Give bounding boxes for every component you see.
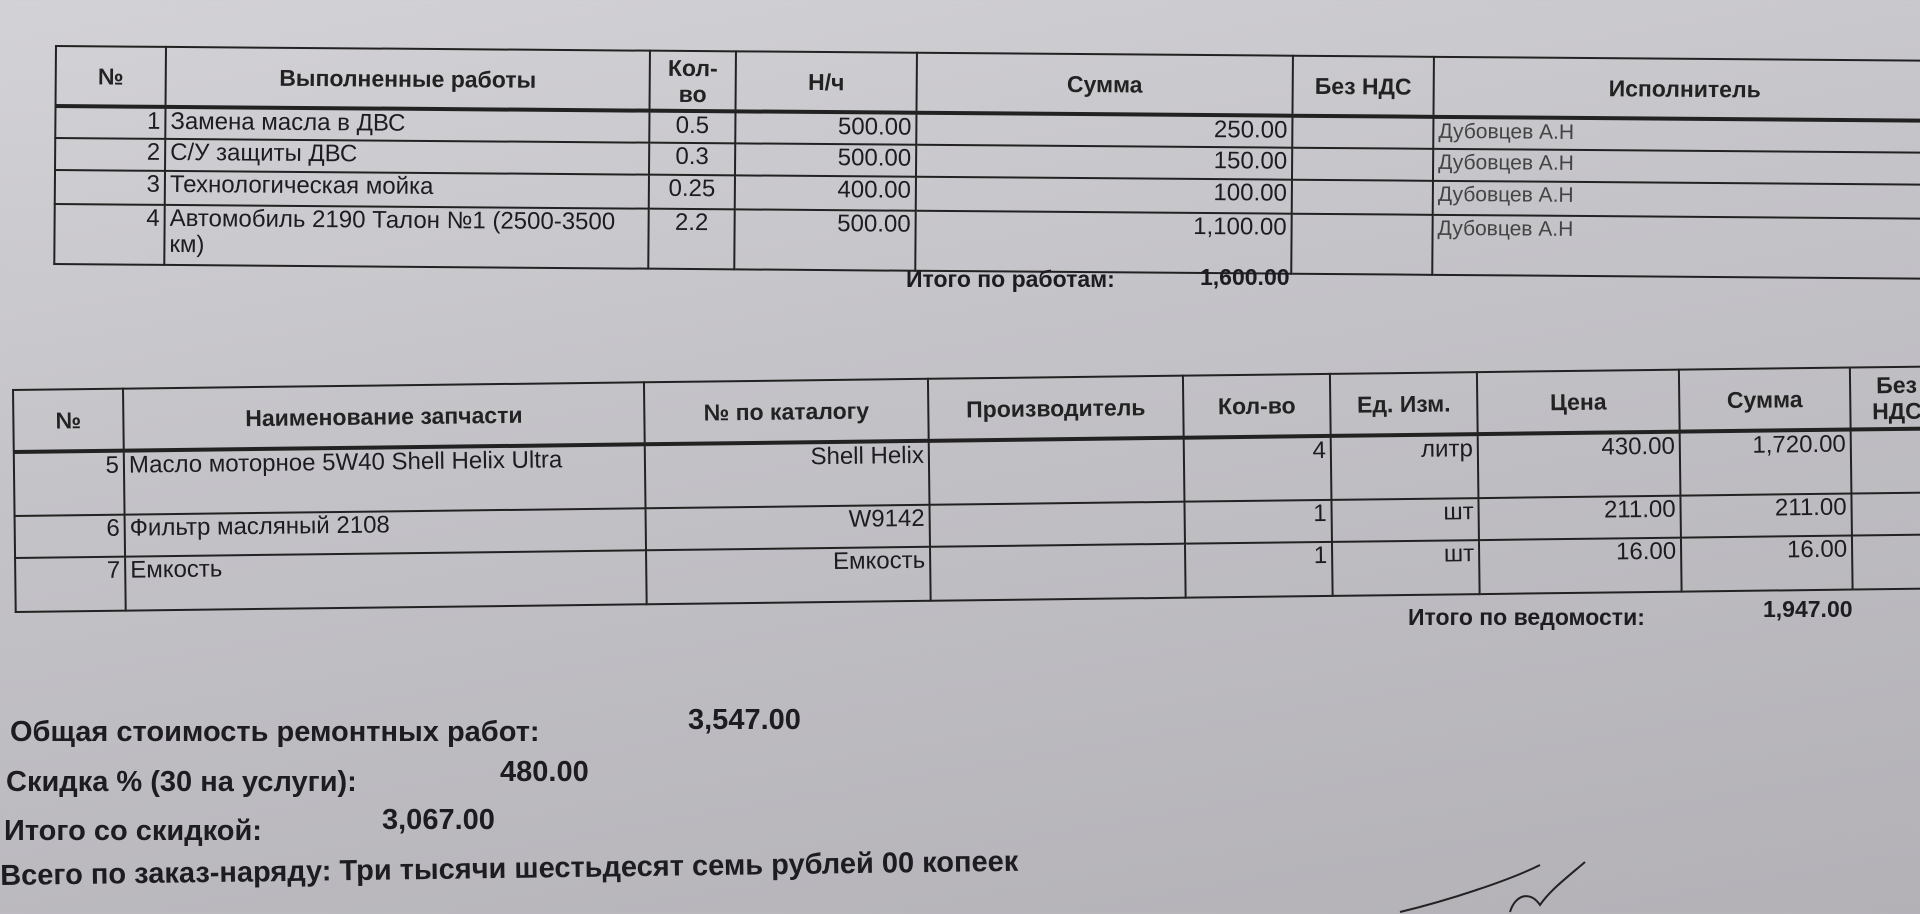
cell-n: 3 — [54, 170, 166, 205]
works-total-label: Итого по работам: — [906, 266, 1115, 292]
cell-maker — [929, 501, 1185, 547]
cell-exec: Дубовцев А.Н — [1433, 116, 1920, 153]
parts-table: № Наименование запчасти № по каталогу Произ… — [12, 365, 1920, 613]
works-table: № Выполненные работы Кол-во Н/ч Сумма Без НДС… — [53, 45, 1920, 280]
cell-sum: 211.00 — [1680, 493, 1852, 538]
cell-sum: 100.00 — [915, 176, 1292, 214]
cell-n: 5 — [13, 450, 125, 516]
cell-rate: 500.00 — [735, 111, 917, 145]
column-header: № — [55, 46, 166, 107]
column-header: Наименование запчасти — [123, 382, 645, 451]
total-cost-value: 3,547.00 — [688, 704, 801, 736]
cell-catalog: Емкость — [646, 546, 931, 605]
cell-price: 211.00 — [1478, 495, 1681, 541]
signature-icon — [1399, 861, 1586, 913]
cell-maker — [928, 437, 1185, 505]
cell-sum: 16.00 — [1680, 535, 1853, 592]
after-discount-value: 3,067.00 — [382, 804, 495, 836]
cell-n: 6 — [14, 514, 126, 558]
cell-price: 430.00 — [1477, 431, 1681, 499]
cell-catalog: W9142 — [645, 504, 930, 551]
cell-name: С/У защиты ДВС — [165, 138, 650, 175]
cell-sum: 150.00 — [915, 144, 1293, 180]
cell-novat — [1292, 115, 1434, 149]
discount-label: Скидка % (30 на услуги): — [6, 766, 357, 798]
cell-rate: 400.00 — [734, 175, 916, 211]
column-header: Без НДС — [1849, 366, 1920, 430]
parts-total-label: Итого по ведомости: — [1408, 604, 1645, 630]
column-header: Кол-во — [1182, 373, 1331, 438]
cell-qty: 4 — [1183, 435, 1332, 502]
cell-novat — [1291, 179, 1433, 215]
after-discount-label: Итого со скидкой: — [4, 815, 262, 847]
cell-name: Масло моторное 5W40 Shell Helix Ultra — [123, 444, 646, 515]
cell-exec: Дубовцев А.Н — [1432, 180, 1920, 219]
column-header: Сумма — [1678, 367, 1851, 432]
cell-empty — [1850, 428, 1920, 494]
cell-qty: 0.5 — [649, 110, 736, 144]
cell-maker — [929, 543, 1186, 601]
cell-n: 1 — [55, 106, 166, 139]
cell-rate: 500.00 — [734, 143, 917, 177]
cell-novat — [1291, 147, 1434, 181]
cell-unit: шт — [1331, 540, 1480, 596]
cell-name: Фильтр масляный 2108 — [124, 508, 647, 557]
cell-qty: 0.3 — [648, 142, 736, 176]
cell-name: Технологическая мойка — [164, 170, 649, 209]
cell-unit: шт — [1331, 498, 1479, 542]
cell-empty — [1851, 534, 1920, 590]
column-header: Кол-во — [649, 50, 736, 112]
parts-total-value: 1,947.00 — [1763, 596, 1853, 622]
cell-sum: 250.00 — [916, 112, 1293, 148]
cell-unit: литр — [1330, 434, 1479, 500]
cell-qty: 1 — [1184, 541, 1333, 598]
cell-name: Емкость — [125, 550, 647, 611]
column-header: № — [13, 388, 124, 452]
cell-qty: 2.2 — [648, 208, 735, 270]
column-header: Исполнитель — [1433, 56, 1920, 121]
column-header: Цена — [1476, 369, 1680, 435]
cell-exec: Дубовцев А.Н — [1432, 148, 1920, 185]
works-total-value: 1,600.00 — [1200, 264, 1290, 290]
discount-value: 480.00 — [500, 756, 589, 788]
cell-price: 16.00 — [1478, 537, 1682, 595]
cell-exec: Дубовцев А.Н — [1432, 214, 1920, 279]
cell-qty: 0.25 — [648, 174, 735, 210]
column-header: Производитель — [927, 375, 1184, 441]
column-header: Выполненные работы — [165, 46, 650, 111]
column-header: Без НДС — [1292, 55, 1434, 117]
cell-n: 7 — [15, 556, 126, 612]
total-cost-label: Общая стоимость ремонтных работ: — [10, 716, 540, 748]
cell-n: 2 — [55, 138, 166, 171]
cell-rate: 500.00 — [734, 209, 916, 271]
cell-catalog: Shell Helix — [644, 440, 930, 509]
column-header: Сумма — [916, 52, 1293, 116]
cell-n: 4 — [54, 204, 165, 265]
cell-novat — [1291, 213, 1433, 275]
cell-name: Автомобиль 2190 Талон №1 (2500-3500 км) — [164, 204, 649, 269]
cell-sum: 1,720.00 — [1679, 429, 1852, 496]
total-in-words: Всего по заказ-наряду: Три тысячи шестьд… — [0, 845, 1019, 892]
column-header: Ед. Изм. — [1329, 372, 1478, 436]
cell-name: Замена масла в ДВС — [165, 106, 650, 143]
cell-empty — [1851, 492, 1920, 536]
column-header: Н/ч — [735, 51, 917, 113]
cell-qty: 1 — [1184, 499, 1332, 544]
column-header: № по каталогу — [643, 378, 929, 445]
